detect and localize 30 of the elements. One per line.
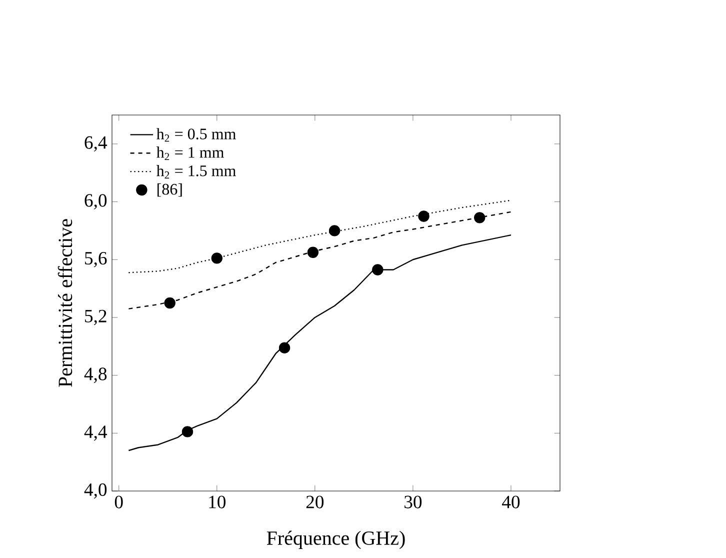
y-tick-label: 6,4 — [84, 136, 108, 152]
x-tick-label: 20 — [306, 496, 324, 508]
point — [474, 212, 486, 224]
x-axis-title: Fréquence (GHz) — [266, 530, 405, 549]
point — [418, 210, 430, 222]
y-tick-label: 4,8 — [84, 368, 107, 383]
y-tick-label: 4,4 — [84, 426, 108, 441]
point — [182, 426, 194, 438]
legend-label: h$_{2}$ = 0.5 mm — [156, 128, 236, 142]
line-series — [128, 234, 512, 452]
legend-label: h$_{2}$ = 1 mm — [156, 146, 224, 160]
x-tick-label: 10 — [209, 496, 226, 508]
x-tick-label: 40 — [502, 496, 520, 508]
y-tick-label: 5,6 — [85, 252, 107, 268]
legend-label: h$_{2}$ = 1.5 mm — [156, 164, 236, 178]
y-tick-label: 6,0 — [84, 194, 107, 210]
point — [372, 264, 384, 276]
y-tick-label: 5,2 — [85, 310, 106, 326]
line-series — [128, 200, 512, 274]
point — [211, 252, 222, 264]
point — [164, 297, 176, 309]
y-axis-title: Permittivité effective — [58, 219, 72, 387]
point — [278, 342, 290, 354]
line-series — [128, 211, 512, 310]
point — [328, 225, 340, 236]
legend-label: [86] — [158, 183, 182, 197]
x-tick-label: 0 — [114, 496, 123, 508]
point — [307, 246, 319, 258]
x-tick-label: 30 — [404, 496, 422, 508]
y-tick-label: 4,0 — [84, 483, 107, 499]
